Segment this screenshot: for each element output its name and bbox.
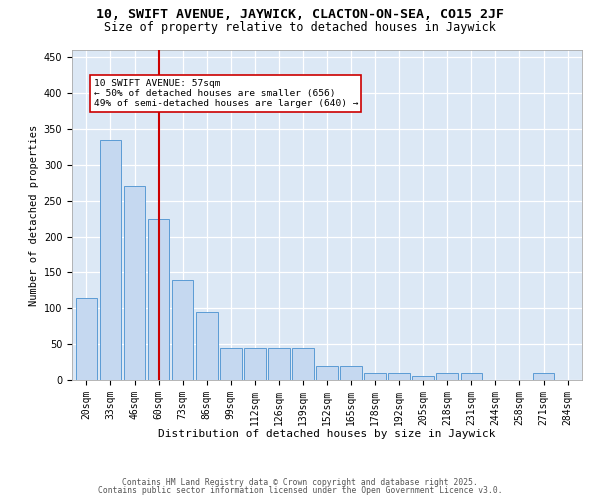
Bar (412, 376, 434, 380)
Y-axis label: Number of detached properties: Number of detached properties (29, 124, 40, 306)
Text: 10 SWIFT AVENUE: 57sqm
← 50% of detached houses are smaller (656)
49% of semi-de: 10 SWIFT AVENUE: 57sqm ← 50% of detached… (94, 78, 358, 108)
Bar (76, 298, 97, 380)
Bar (220, 348, 242, 380)
Text: Contains HM Land Registry data © Crown copyright and database right 2025.: Contains HM Land Registry data © Crown c… (122, 478, 478, 487)
Bar (172, 280, 193, 380)
Bar (100, 140, 121, 380)
X-axis label: Distribution of detached houses by size in Jaywick: Distribution of detached houses by size … (158, 429, 496, 439)
Bar (244, 348, 266, 380)
Bar (533, 373, 554, 380)
Bar (340, 366, 362, 380)
Text: Contains public sector information licensed under the Open Government Licence v3: Contains public sector information licen… (98, 486, 502, 495)
Text: 10, SWIFT AVENUE, JAYWICK, CLACTON-ON-SEA, CO15 2JF: 10, SWIFT AVENUE, JAYWICK, CLACTON-ON-SE… (96, 8, 504, 20)
Bar (292, 348, 314, 380)
Bar (124, 186, 145, 380)
Bar (148, 218, 169, 380)
Bar (364, 373, 386, 380)
Bar (461, 373, 482, 380)
Bar (388, 373, 410, 380)
Bar (316, 366, 338, 380)
Bar (436, 373, 458, 380)
Text: Size of property relative to detached houses in Jaywick: Size of property relative to detached ho… (104, 21, 496, 34)
Bar (268, 348, 290, 380)
Bar (196, 312, 218, 380)
